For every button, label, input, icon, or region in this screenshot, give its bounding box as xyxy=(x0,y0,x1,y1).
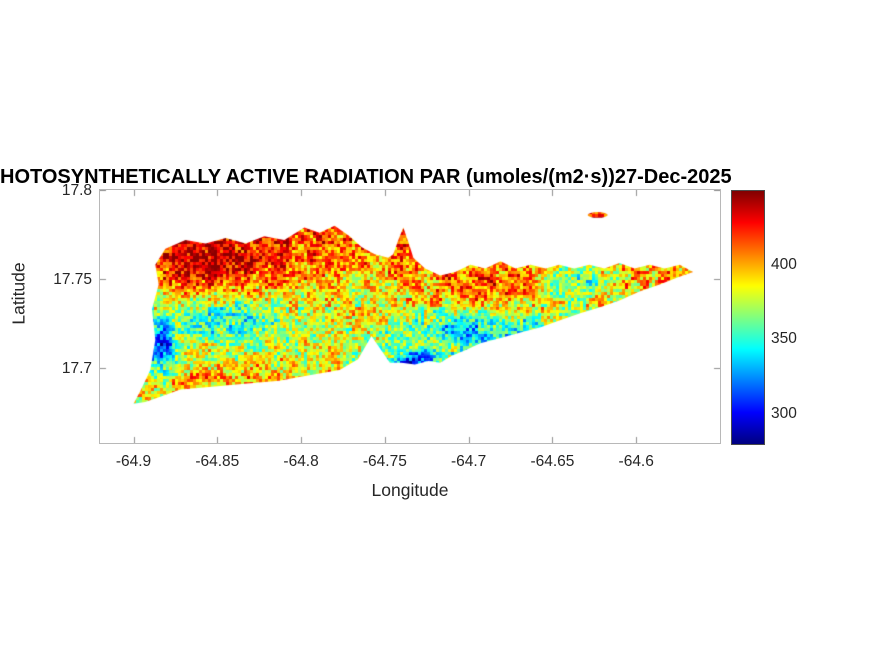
x-tick-label: -64.8 xyxy=(283,453,319,470)
y-axis-label: Latitude xyxy=(8,262,29,325)
plot-area xyxy=(99,189,721,444)
x-tick-label: -64.6 xyxy=(618,453,654,470)
x-axis-label: Longitude xyxy=(371,480,449,500)
y-tick-label: 17.7 xyxy=(61,359,92,377)
x-tick-label: -64.9 xyxy=(115,453,152,470)
x-tick-label: -64.75 xyxy=(362,453,407,470)
colorbar xyxy=(731,190,765,445)
par-heatmap-canvas xyxy=(100,190,720,443)
chart-title: HOTOSYNTHETICALLY ACTIVE RADIATION PAR (… xyxy=(0,166,732,188)
y-tick-label: 17.8 xyxy=(61,181,92,199)
x-tick-label: -64.85 xyxy=(195,453,240,470)
colorbar-tick-label: 350 xyxy=(771,330,797,348)
x-tick-label: -64.7 xyxy=(450,453,487,470)
colorbar-tick-label: 400 xyxy=(771,255,797,273)
colorbar-tick-label: 300 xyxy=(771,404,797,422)
x-tick-label: -64.65 xyxy=(530,453,575,470)
y-tick-label: 17.75 xyxy=(53,270,92,288)
